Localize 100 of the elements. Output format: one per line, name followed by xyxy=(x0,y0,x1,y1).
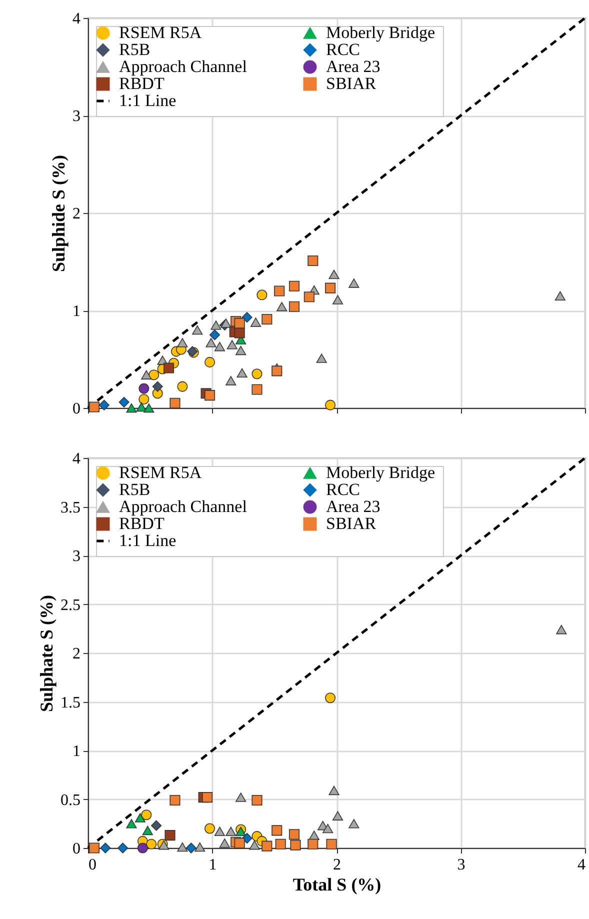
legend-label: Area 23 xyxy=(326,497,380,516)
y-tick-label: 1 xyxy=(72,743,80,760)
legend-label: Area 23 xyxy=(326,57,380,76)
point xyxy=(234,318,245,328)
y-tick-label: 0 xyxy=(72,400,80,418)
point xyxy=(256,290,268,300)
point xyxy=(556,624,567,634)
legend-label: RSEM R5A xyxy=(119,463,202,482)
point xyxy=(141,370,152,380)
point xyxy=(288,829,300,840)
point xyxy=(138,383,150,394)
point xyxy=(146,838,157,850)
point xyxy=(325,692,336,704)
point xyxy=(332,295,344,304)
point xyxy=(163,362,174,374)
point xyxy=(249,840,260,850)
point xyxy=(236,368,248,378)
point xyxy=(332,811,344,820)
y-axis-title: Sulphate S (%) xyxy=(36,594,56,712)
point xyxy=(250,318,262,327)
point xyxy=(308,256,318,266)
point xyxy=(236,346,246,356)
point xyxy=(326,838,337,850)
point xyxy=(308,838,318,850)
point xyxy=(236,792,246,802)
point xyxy=(288,301,300,312)
point xyxy=(88,402,100,412)
point xyxy=(316,354,327,363)
point xyxy=(137,842,148,854)
x-tick-label: 3 xyxy=(457,856,466,874)
point xyxy=(252,368,262,380)
point xyxy=(252,384,262,395)
point xyxy=(170,794,180,806)
legend-label: R5B xyxy=(119,40,150,59)
point xyxy=(186,842,196,854)
point xyxy=(100,842,111,854)
legend-label: Approach Channel xyxy=(119,497,248,516)
point xyxy=(118,842,128,854)
point xyxy=(226,826,236,836)
point xyxy=(204,823,216,834)
point xyxy=(304,292,314,302)
point xyxy=(206,338,216,348)
point xyxy=(126,819,137,828)
point xyxy=(325,282,336,294)
point xyxy=(98,400,110,410)
legend-label: Approach Channel xyxy=(119,57,248,76)
point xyxy=(226,340,238,350)
point xyxy=(348,278,360,288)
point xyxy=(136,402,147,412)
point xyxy=(141,810,152,820)
y-tick-label: 3.5 xyxy=(60,499,80,516)
point xyxy=(151,820,162,831)
point xyxy=(272,366,282,376)
point xyxy=(210,320,222,330)
legend-label: RSEM R5A xyxy=(119,23,202,42)
x-axis-title: Total S (%) xyxy=(292,874,382,894)
point xyxy=(164,830,176,841)
point xyxy=(194,842,206,852)
point xyxy=(274,286,285,296)
legend-label: 1:1 Line xyxy=(119,531,176,550)
y-tick-label: 2.5 xyxy=(60,596,80,614)
point xyxy=(204,390,216,401)
point xyxy=(276,302,288,312)
legend-label: 1:1 Line xyxy=(119,91,176,110)
point xyxy=(328,270,340,280)
point xyxy=(142,826,153,836)
point xyxy=(170,398,180,408)
point xyxy=(177,338,188,348)
y-tick-label: 2 xyxy=(72,206,80,222)
x-tick-label: 4 xyxy=(578,856,586,874)
point xyxy=(262,314,272,325)
point xyxy=(177,381,188,392)
x-tick-label: 0 xyxy=(88,856,96,874)
point xyxy=(138,394,150,404)
legend-label: Moberly Bridge xyxy=(326,463,436,482)
point xyxy=(275,838,286,850)
y-tick-label: 3 xyxy=(72,108,80,125)
point xyxy=(204,356,216,368)
point xyxy=(226,376,236,386)
point xyxy=(209,330,220,340)
point xyxy=(322,824,334,834)
point xyxy=(262,840,272,852)
point xyxy=(88,842,100,854)
point xyxy=(554,291,566,300)
point xyxy=(348,819,360,828)
y-tick-label: 4 xyxy=(72,10,80,28)
legend-label: RCC xyxy=(326,40,360,59)
point xyxy=(148,370,160,380)
point xyxy=(118,396,130,408)
legend-label: Moberly Bridge xyxy=(326,23,436,42)
point xyxy=(242,312,252,323)
point xyxy=(219,838,230,848)
y-tick-label: 0.5 xyxy=(60,792,80,809)
point xyxy=(134,813,146,822)
legend-label: SBIAR xyxy=(326,514,377,533)
point xyxy=(177,842,188,852)
point xyxy=(192,325,203,335)
point xyxy=(144,403,154,413)
y-tick-label: 1 xyxy=(72,303,80,320)
point xyxy=(220,318,232,328)
